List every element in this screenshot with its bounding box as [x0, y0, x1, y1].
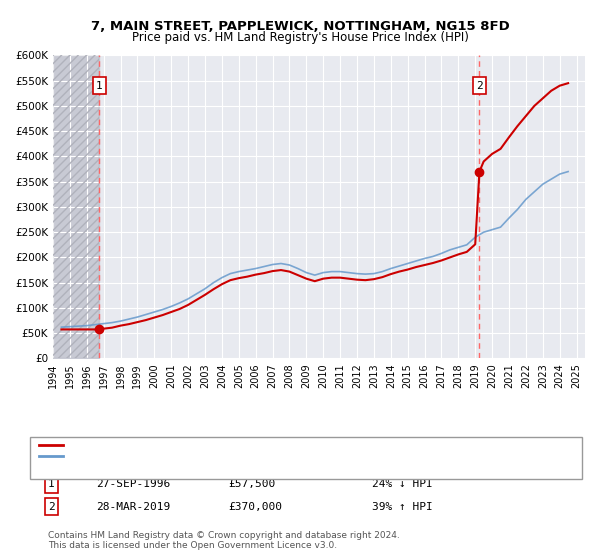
Text: HPI: Average price, detached house, Gedling: HPI: Average price, detached house, Gedl… — [72, 451, 295, 461]
Text: 2: 2 — [48, 502, 55, 512]
Text: 7, MAIN STREET, PAPPLEWICK, NOTTINGHAM, NG15 8FD: 7, MAIN STREET, PAPPLEWICK, NOTTINGHAM, … — [91, 20, 509, 32]
Text: £370,000: £370,000 — [228, 502, 282, 512]
Text: 39% ↑ HPI: 39% ↑ HPI — [372, 502, 433, 512]
Text: 7, MAIN STREET, PAPPLEWICK, NOTTINGHAM, NG15 8FD (detached house): 7, MAIN STREET, PAPPLEWICK, NOTTINGHAM, … — [72, 440, 442, 450]
Text: 24% ↓ HPI: 24% ↓ HPI — [372, 479, 433, 489]
Text: Contains HM Land Registry data © Crown copyright and database right 2024.
This d: Contains HM Land Registry data © Crown c… — [48, 530, 400, 550]
Text: 2: 2 — [476, 81, 483, 91]
Text: Price paid vs. HM Land Registry's House Price Index (HPI): Price paid vs. HM Land Registry's House … — [131, 31, 469, 44]
Text: 28-MAR-2019: 28-MAR-2019 — [96, 502, 170, 512]
Text: 27-SEP-1996: 27-SEP-1996 — [96, 479, 170, 489]
Text: 1: 1 — [96, 81, 103, 91]
Text: £57,500: £57,500 — [228, 479, 275, 489]
Text: 1: 1 — [48, 479, 55, 489]
